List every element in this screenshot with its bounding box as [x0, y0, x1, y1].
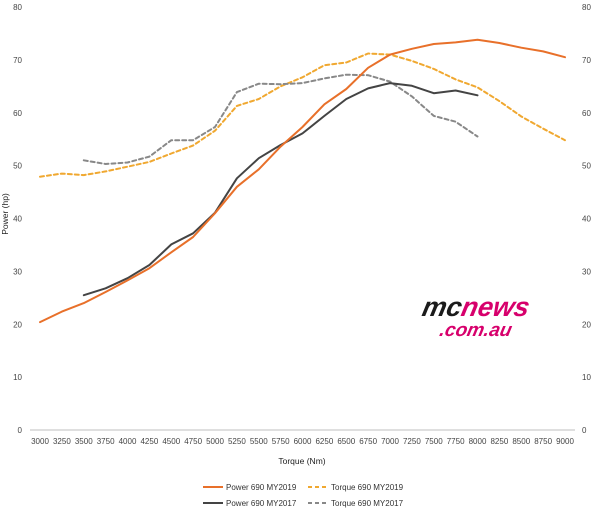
legend: Power 690 MY2019 Torque 690 MY2019 Power 6…: [203, 483, 404, 508]
x-tick-label: 6250: [315, 437, 333, 446]
x-tick-label: 3750: [97, 437, 115, 446]
y-tick-right-label: 40: [582, 215, 591, 224]
x-tick-label: 4750: [184, 437, 202, 446]
x-tick-label: 6500: [337, 437, 355, 446]
series-line-torque-690-my2017: [82, 73, 479, 165]
watermark-news-part: news: [459, 291, 533, 322]
x-tick-label: 5250: [228, 437, 246, 446]
y-tick-left-label: 70: [13, 56, 22, 65]
x-tick-label: 3000: [31, 437, 49, 446]
y-tick-right-label: 70: [582, 56, 591, 65]
y-tick-right-label: 60: [582, 109, 591, 118]
series-layer: [39, 38, 566, 324]
y-tick-left-label: 10: [13, 373, 22, 382]
watermark-site-name: mcnews: [420, 291, 533, 322]
y-tick-left-label: 30: [13, 267, 22, 276]
y-tick-right-label: 10: [582, 373, 591, 382]
x-tick-label: 4500: [162, 437, 180, 446]
legend-label: Power 690 MY2019: [226, 483, 297, 492]
legend-label: Power 690 MY2017: [226, 499, 297, 508]
x-axis-title: Torque (Nm): [278, 456, 325, 466]
y-axis-title: Power (hp): [0, 193, 10, 235]
x-tick-label: 6750: [359, 437, 377, 446]
watermark-mc-part: mc: [420, 291, 466, 322]
y-tick-right-label: 20: [582, 320, 591, 329]
y-tick-left-label: 60: [13, 109, 22, 118]
x-tick-label: 3500: [75, 437, 93, 446]
y-tick-right-label: 0: [582, 426, 587, 435]
y-tick-left-label: 0: [18, 426, 23, 435]
mcnews-watermark-logo: mcnews .com.au: [418, 290, 534, 343]
x-tick-label: 8500: [512, 437, 530, 446]
x-tick-label: 9000: [556, 437, 574, 446]
x-tick-label: 4250: [140, 437, 158, 446]
series-line-power-690-my2019: [39, 38, 566, 324]
series-line-torque-690-my2019: [39, 52, 566, 178]
y-tick-left-label: 20: [13, 320, 22, 329]
x-tick-label: 8750: [534, 437, 552, 446]
y-tick-left-label: 50: [13, 162, 22, 171]
x-tick-label: 3250: [53, 437, 71, 446]
y-tick-right-label: 30: [582, 267, 591, 276]
x-tick-label: 7000: [381, 437, 399, 446]
watermark-domain: .com.au: [438, 320, 514, 341]
legend-label: Torque 690 MY2017: [331, 499, 404, 508]
y-tick-left-label: 80: [13, 3, 22, 12]
x-tick-label: 5750: [272, 437, 290, 446]
series-line-power-690-my2017: [82, 82, 479, 297]
y-tick-right-label: 50: [582, 162, 591, 171]
x-tick-label: 8250: [490, 437, 508, 446]
x-tick-label: 4000: [119, 437, 137, 446]
x-tick-label: 6000: [294, 437, 312, 446]
y-axis-right-ticks: 0 10 20 30 40 50 60 70 80: [582, 3, 591, 435]
legend-label: Torque 690 MY2019: [331, 483, 404, 492]
x-axis-ticks: 3000 3250 3500 3750 4000 4250 4500 4750 5000 5250…: [31, 437, 574, 446]
x-tick-label: 8000: [469, 437, 487, 446]
x-tick-label: 7250: [403, 437, 421, 446]
x-tick-label: 5000: [206, 437, 224, 446]
y-tick-left-label: 40: [13, 215, 22, 224]
y-tick-right-label: 80: [582, 3, 591, 12]
x-tick-label: 7500: [425, 437, 443, 446]
x-tick-label: 7750: [447, 437, 465, 446]
x-tick-label: 5500: [250, 437, 268, 446]
y-axis-left-ticks: 0 10 20 30 40 50 60 70 80: [13, 3, 22, 435]
